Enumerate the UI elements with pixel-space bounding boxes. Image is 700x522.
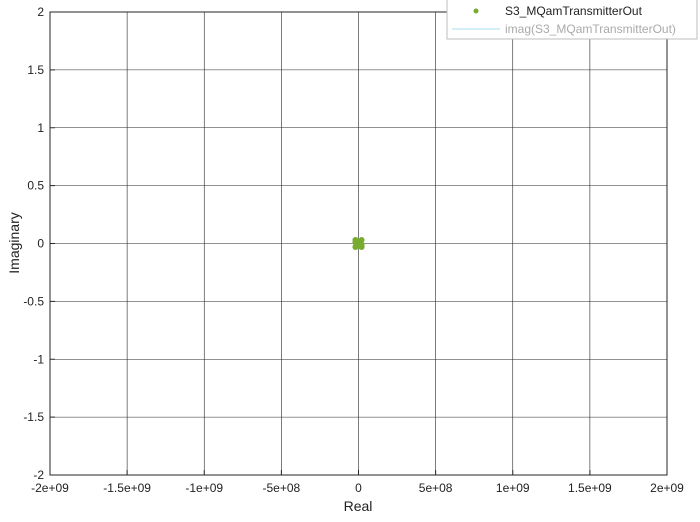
y-axis-label: Imaginary (6, 212, 22, 273)
x-axis-ticks: -2e+09 -1.5e+09 -1e+09 -5e+08 0 5e+08 1e+09 1.5… (31, 470, 684, 495)
legend: S3_MQamTransmitterOut imag(S3_MQamTransm… (446, 0, 698, 40)
x-tick-label: 1e+09 (496, 481, 530, 495)
data-point (355, 238, 362, 245)
y-tick-label: 1.5 (27, 63, 44, 77)
x-tick-label: -5e+08 (263, 481, 301, 495)
y-tick-label: 0 (37, 237, 44, 251)
x-axis-label: Real (344, 498, 373, 514)
legend-entry-series-2: imag(S3_MQamTransmitterOut) (505, 22, 676, 36)
y-tick-label: -1 (33, 352, 44, 366)
legend-marker-dot (473, 8, 479, 14)
x-tick-label: -2e+09 (31, 481, 69, 495)
legend-box (446, 0, 698, 40)
y-tick-label: 1 (37, 121, 44, 135)
y-tick-label: 2 (37, 5, 44, 19)
y-tick-label: -1.5 (23, 410, 44, 424)
data-points (352, 237, 365, 250)
y-tick-label: 0.5 (27, 179, 44, 193)
x-tick-label: -1.5e+09 (103, 481, 151, 495)
x-tick-label: -1e+09 (185, 481, 223, 495)
data-point (355, 242, 362, 249)
x-tick-label: 5e+08 (419, 481, 453, 495)
legend-entry-series-1: S3_MQamTransmitterOut (505, 4, 643, 18)
y-axis-ticks: 2 1.5 1 0.5 0 -0.5 -1 -1.5 -2 (23, 5, 55, 482)
x-tick-label: 2e+09 (650, 481, 684, 495)
y-tick-label: -0.5 (23, 294, 44, 308)
x-tick-label: 0 (355, 481, 362, 495)
y-tick-label: -2 (33, 468, 44, 482)
x-tick-label: 1.5e+09 (568, 481, 612, 495)
